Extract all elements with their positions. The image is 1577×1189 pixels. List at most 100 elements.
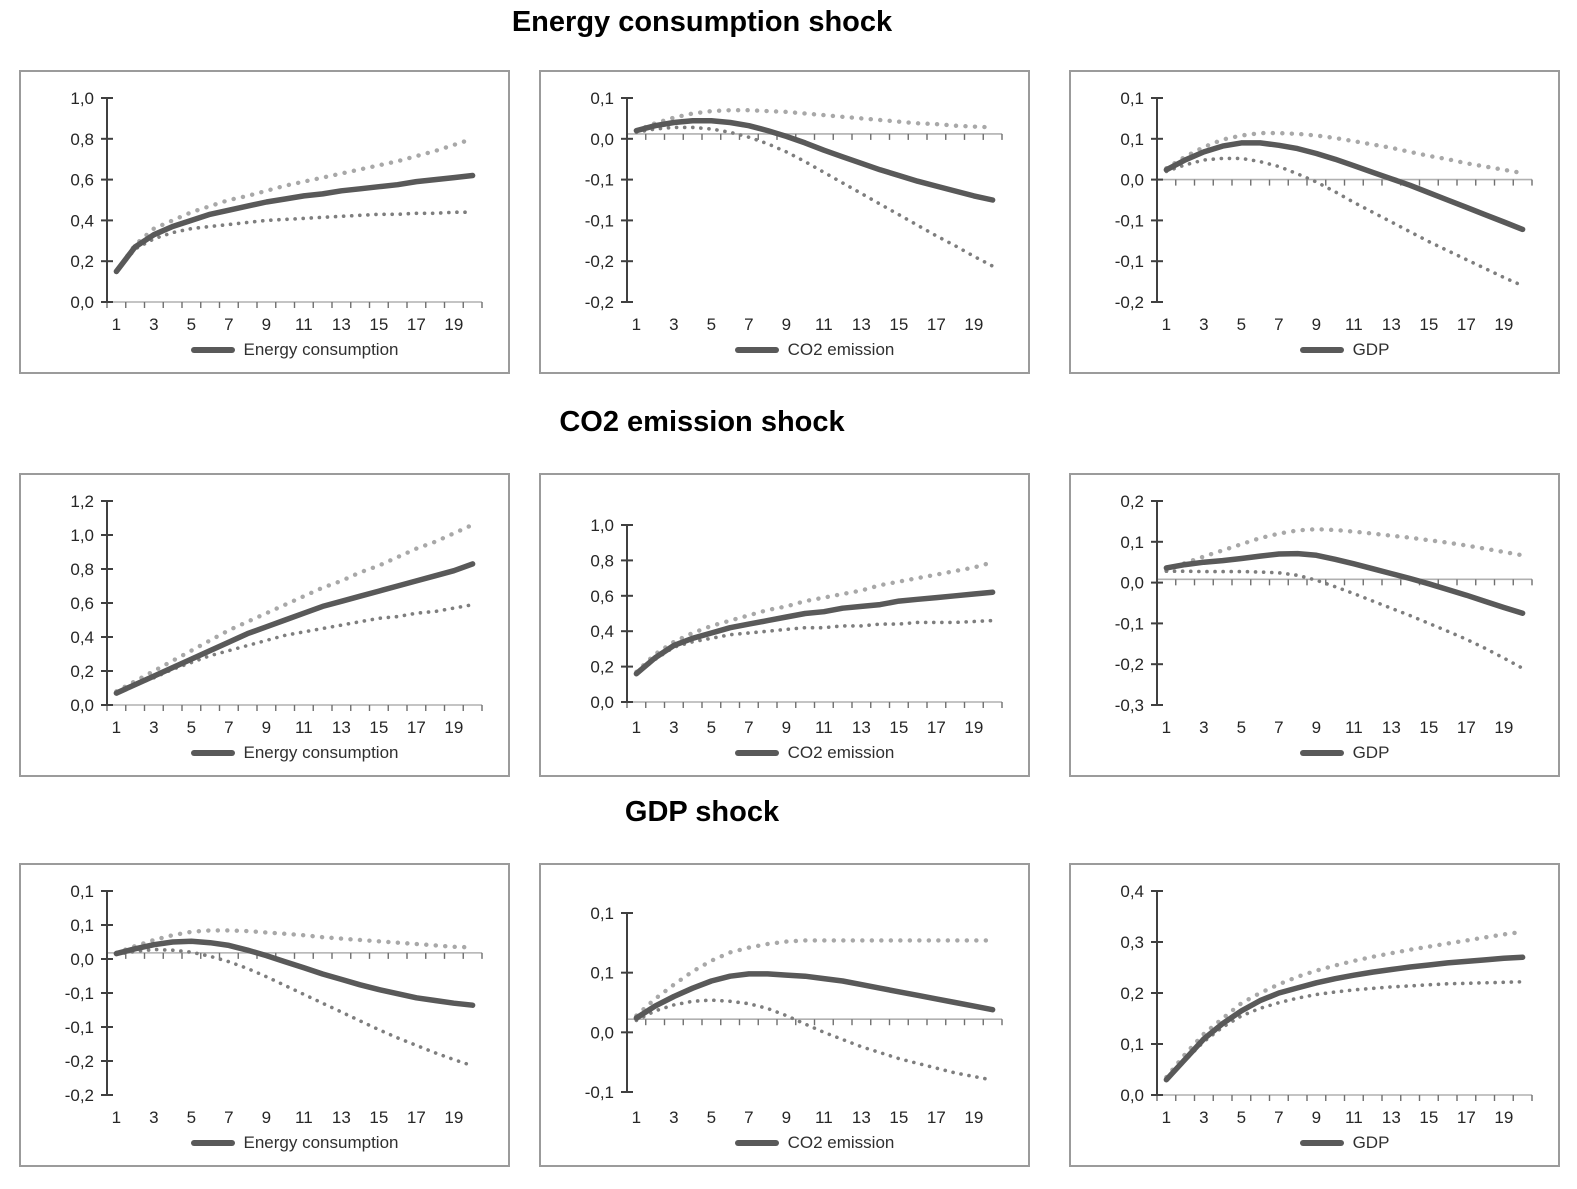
- panel-co2-shock-co2-emission: 1,0 0,8 0,6 0,4 0,2 0,0 1 3 5 7 9 11 13 15 17 19 CO2 em…: [539, 473, 1030, 777]
- svg-text:13: 13: [852, 1108, 871, 1127]
- svg-text:15: 15: [1419, 718, 1438, 737]
- svg-text:0,1: 0,1: [1120, 533, 1144, 552]
- svg-text:11: 11: [1345, 1108, 1363, 1127]
- chart-co2-shock-co2-emission: 1,00,80,60,40,20,01 3 5 7 9 11 13 15 17 19: [590, 516, 1003, 737]
- svg-text:9: 9: [1312, 1108, 1321, 1127]
- svg-text:0,4: 0,4: [70, 211, 94, 230]
- svg-text:19: 19: [1494, 1108, 1513, 1127]
- svg-text:-0,1: -0,1: [585, 1083, 614, 1102]
- svg-text:0,1: 0,1: [1120, 130, 1144, 149]
- svg-text:-0,1: -0,1: [65, 984, 94, 1003]
- svg-text:0,2: 0,2: [1120, 492, 1144, 511]
- svg-text:0,0: 0,0: [590, 1023, 614, 1042]
- panel-gdp-shock-energy-consumption: 0,1 0,1 0,0 -0,1 -0,1 -0,2 -0,2 1 3 5 7 9 11 13 15 17 19…: [19, 863, 510, 1167]
- svg-text:0,0: 0,0: [1120, 574, 1144, 593]
- legend-line-swatch: [734, 750, 779, 756]
- svg-text:9: 9: [262, 1108, 271, 1127]
- panel-energy-shock-energy-consumption: 1,0 0,8 0,6 0,4 0,2 0,0 1 3 5 7 9 11 13 15 17 19 Energy…: [19, 70, 510, 374]
- chart-legend: Energy consumption: [107, 741, 482, 765]
- legend-label: GDP: [1352, 340, 1390, 359]
- svg-text:1: 1: [1162, 1108, 1171, 1127]
- svg-text:7: 7: [224, 718, 233, 737]
- chart-energy-shock-energy-consumption: 1,00,80,60,40,20,01 3 5 7 9 11 13 15 17 19: [70, 89, 483, 334]
- svg-text:13: 13: [1382, 718, 1401, 737]
- svg-text:15: 15: [1419, 315, 1438, 334]
- svg-text:0,0: 0,0: [70, 950, 94, 969]
- svg-text:19: 19: [444, 315, 463, 334]
- chart-legend: Energy consumption: [107, 1131, 482, 1155]
- svg-text:-0,1: -0,1: [1115, 211, 1144, 230]
- panel-gdp-shock-co2-emission: 0,1 0,1 0,0 -0,1 1 3 5 7 9 11 13 15 17 19 CO2 emissio…: [539, 863, 1030, 1167]
- svg-text:0,2: 0,2: [590, 658, 614, 677]
- svg-text:5: 5: [707, 1108, 716, 1127]
- svg-text:-0,2: -0,2: [65, 1052, 94, 1071]
- svg-text:1: 1: [1162, 315, 1171, 334]
- svg-text:17: 17: [927, 1108, 946, 1127]
- svg-text:9: 9: [1312, 315, 1321, 334]
- svg-text:7: 7: [744, 718, 753, 737]
- section-title-gdp-shock: GDP shock: [624, 796, 780, 828]
- svg-text:11: 11: [815, 718, 833, 737]
- svg-text:15: 15: [889, 718, 908, 737]
- svg-text:0,6: 0,6: [70, 594, 94, 613]
- svg-text:3: 3: [1199, 718, 1208, 737]
- svg-text:0,8: 0,8: [70, 560, 94, 579]
- svg-text:5: 5: [1237, 718, 1246, 737]
- svg-text:0,4: 0,4: [1120, 882, 1144, 901]
- svg-text:3: 3: [669, 315, 678, 334]
- chart-legend: GDP: [1157, 338, 1532, 362]
- panel-gdp-shock-gdp: 0,4 0,3 0,2 0,1 0,0 1 3 5 7 9 11 13 15 17 19 GDP: [1069, 863, 1560, 1167]
- svg-text:-0,2: -0,2: [1115, 655, 1144, 674]
- svg-text:0,3: 0,3: [1120, 933, 1144, 952]
- svg-text:1: 1: [112, 315, 121, 334]
- svg-text:5: 5: [187, 1108, 196, 1127]
- svg-text:0,1: 0,1: [590, 964, 614, 983]
- svg-text:7: 7: [744, 315, 753, 334]
- chart-co2-shock-energy-consumption: 1,21,00,80,60,40,20,01 3 5 7 9 11 13 15 17 19: [70, 492, 483, 737]
- svg-text:7: 7: [744, 1108, 753, 1127]
- svg-text:-0,1: -0,1: [1115, 252, 1144, 271]
- svg-text:3: 3: [669, 1108, 678, 1127]
- svg-text:13: 13: [332, 315, 351, 334]
- chart-legend: CO2 emission: [627, 338, 1002, 362]
- svg-text:-0,1: -0,1: [585, 211, 614, 230]
- legend-label: CO2 emission: [787, 743, 895, 762]
- svg-text:15: 15: [369, 718, 388, 737]
- svg-text:0,1: 0,1: [70, 882, 94, 901]
- legend-label: Energy consumption: [243, 1133, 399, 1152]
- svg-text:-0,2: -0,2: [585, 252, 614, 271]
- legend-line-swatch: [190, 347, 235, 353]
- svg-text:1: 1: [632, 718, 641, 737]
- legend-label: Energy consumption: [243, 340, 399, 359]
- svg-text:15: 15: [369, 315, 388, 334]
- legend-label: CO2 emission: [787, 1133, 895, 1152]
- legend-label: Energy consumption: [243, 743, 399, 762]
- svg-text:5: 5: [187, 718, 196, 737]
- svg-text:-0,2: -0,2: [585, 293, 614, 312]
- svg-text:0,8: 0,8: [70, 130, 94, 149]
- legend-line-swatch: [734, 1140, 779, 1146]
- svg-text:0,8: 0,8: [590, 551, 614, 570]
- svg-text:0,0: 0,0: [70, 293, 94, 312]
- svg-text:11: 11: [1345, 315, 1363, 334]
- svg-text:3: 3: [1199, 315, 1208, 334]
- panel-energy-shock-gdp: 0,1 0,1 0,0 -0,1 -0,1 -0,2 1 3 5 7 9 11 13 15 17 19 GDP: [1069, 70, 1560, 374]
- chart-gdp-shock-co2-emission: 0,10,10,0-0,11 3 5 7 9 11 13 15 17 19: [585, 904, 1003, 1127]
- svg-text:13: 13: [332, 1108, 351, 1127]
- svg-text:11: 11: [815, 315, 833, 334]
- svg-text:0,0: 0,0: [70, 696, 94, 715]
- chart-co2-shock-gdp: 0,20,10,0-0,1-0,2-0,31 3 5 7 9 11 13 15 17 19: [1115, 492, 1533, 737]
- svg-text:5: 5: [707, 315, 716, 334]
- svg-text:-0,2: -0,2: [1115, 293, 1144, 312]
- chart-legend: Energy consumption: [107, 338, 482, 362]
- svg-text:15: 15: [889, 1108, 908, 1127]
- svg-text:17: 17: [407, 315, 426, 334]
- svg-text:1: 1: [632, 1108, 641, 1127]
- svg-text:9: 9: [1312, 718, 1321, 737]
- chart-legend: CO2 emission: [627, 1131, 1002, 1155]
- svg-text:0,0: 0,0: [1120, 171, 1144, 190]
- svg-text:17: 17: [927, 315, 946, 334]
- svg-text:9: 9: [262, 718, 271, 737]
- svg-text:19: 19: [444, 1108, 463, 1127]
